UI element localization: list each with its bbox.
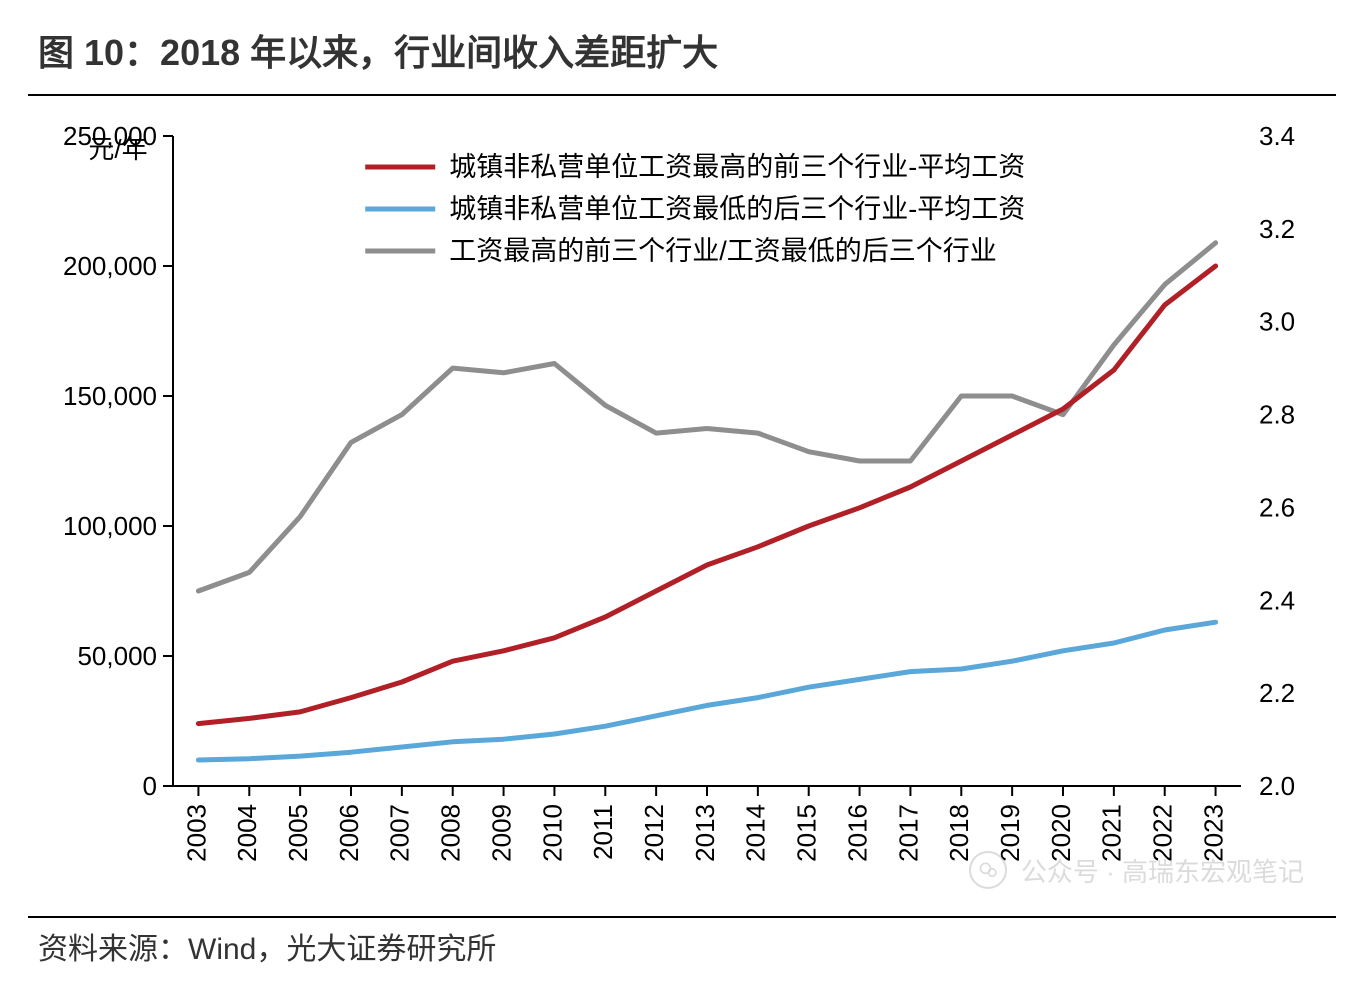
legend-label: 城镇非私营单位工资最高的前三个行业-平均工资 [449, 152, 1025, 182]
x-tick-label: 2023 [1198, 804, 1228, 862]
x-tick-label: 2015 [792, 804, 822, 862]
y1-tick-label: 0 [143, 771, 157, 801]
y2-tick-label: 2.6 [1259, 492, 1295, 522]
y2-tick-label: 2.4 [1259, 585, 1295, 615]
line-chart: 050,000100,000150,000200,000250,000元/年2.… [28, 126, 1336, 916]
y2-tick-label: 2.8 [1259, 400, 1295, 430]
y2-tick-label: 2.0 [1259, 771, 1295, 801]
y2-tick-label: 3.2 [1259, 214, 1295, 244]
x-tick-label: 2018 [944, 804, 974, 862]
legend-label: 工资最高的前三个行业/工资最低的后三个行业 [449, 236, 997, 266]
chart-container: 050,000100,000150,000200,000250,000元/年2.… [28, 126, 1336, 916]
series-top3 [198, 266, 1215, 724]
x-tick-label: 2011 [588, 804, 618, 860]
x-tick-label: 2006 [334, 804, 364, 862]
x-tick-label: 2022 [1148, 804, 1178, 862]
y2-tick-label: 3.0 [1259, 307, 1295, 337]
series-bot3 [198, 622, 1215, 760]
y1-tick-label: 100,000 [63, 511, 157, 541]
x-tick-label: 2020 [1046, 804, 1076, 862]
y2-tick-label: 3.4 [1259, 126, 1295, 151]
title-rule [28, 94, 1336, 96]
y1-tick-label: 50,000 [77, 641, 157, 671]
x-tick-label: 2014 [741, 804, 771, 862]
x-tick-label: 2019 [995, 804, 1025, 862]
x-tick-label: 2008 [436, 804, 466, 862]
x-tick-label: 2003 [181, 804, 211, 862]
x-tick-label: 2013 [690, 804, 720, 862]
x-tick-label: 2021 [1097, 804, 1127, 862]
x-tick-label: 2010 [537, 804, 567, 862]
y1-tick-label: 200,000 [63, 251, 157, 281]
x-tick-label: 2005 [283, 804, 313, 862]
y1-unit-label: 元/年 [88, 134, 147, 164]
y2-tick-label: 2.2 [1259, 678, 1295, 708]
x-tick-label: 2012 [639, 804, 669, 862]
x-tick-label: 2017 [893, 804, 923, 862]
y1-tick-label: 150,000 [63, 381, 157, 411]
figure-page: 图 10：2018 年以来，行业间收入差距扩大 0 50,000 100,000 15… [0, 0, 1364, 984]
figure-title: 图 10：2018 年以来，行业间收入差距扩大 [28, 18, 1336, 94]
x-tick-label: 2009 [486, 804, 516, 862]
legend-label: 城镇非私营单位工资最低的后三个行业-平均工资 [449, 194, 1025, 224]
x-tick-label: 2004 [232, 804, 262, 862]
series-ratio [198, 243, 1215, 591]
x-tick-label: 2007 [385, 804, 415, 862]
x-tick-label: 2016 [842, 804, 872, 862]
source-label: 资料来源：Wind，光大证券研究所 [28, 918, 1336, 968]
